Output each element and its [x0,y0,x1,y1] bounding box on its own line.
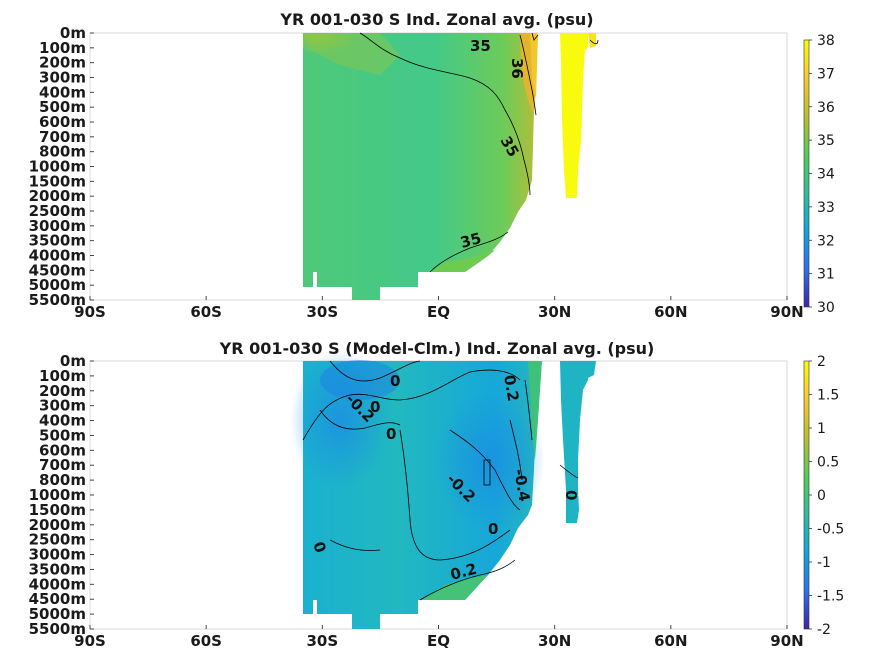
colorbar-ramp [803,39,810,308]
contour-label: 0 [390,372,400,390]
colorbar-tick-label: 38 [817,33,835,49]
y-tick-label: 100m [39,367,86,385]
y-axis: 0m100m200m300m400m500m600m700m800m1000m1… [29,24,94,309]
x-tick-label: EQ [427,632,450,650]
colorbar-tick-label: 34 [817,167,835,183]
x-tick-label: 90N [770,632,803,650]
colorbar: 30 31 32 33 34 35 36 37 38 [803,33,835,316]
y-tick-label: 1500m [29,172,86,190]
y-tick-label: 100m [39,39,86,57]
anomaly-contours [302,360,579,601]
y-tick-label: 800m [39,471,86,489]
x-tick-label: 30S [306,632,338,650]
y-tick-label: 5500m [29,291,86,309]
contour-label: 0 [386,425,396,443]
chart-title: YR 001-030 S (Model-Clm.) Ind. Zonal avg… [219,339,655,358]
y-axis: 0m100m200m300m400m500m600m700m800m1000m1… [29,352,94,638]
y-tick-label: 1000m [29,486,86,504]
contour-label: 35 [458,229,483,252]
y-tick-label: 300m [39,69,86,87]
x-tick-label: 60N [654,632,687,650]
anomaly-field [290,350,596,629]
x-tick-label: 90N [770,303,803,321]
x-axis: 90S 60S 30S EQ 30N 60N 90N [74,625,804,650]
colorbar-tick-label: 35 [817,133,835,149]
y-tick-label: 3000m [29,546,86,564]
colorbar-tick-label: 36 [817,100,835,116]
y-tick-label: 700m [39,456,86,474]
y-tick-label: 1000m [29,158,86,176]
salinity-panel: YR 001-030 S Ind. Zonal avg. (psu) 35 36… [29,10,835,321]
contour-label: 0.2 [500,374,522,403]
y-tick-label: 600m [39,113,86,131]
y-tick-label: 5000m [29,276,86,294]
salinity-field [303,33,596,300]
x-tick-label: 30S [306,303,338,321]
y-tick-label: 5500m [29,620,86,638]
y-tick-label: 3500m [29,560,86,578]
y-tick-label: 4000m [29,575,86,593]
y-tick-label: 800m [39,143,86,161]
colorbar-tick-label: 31 [817,267,835,283]
y-tick-label: 4000m [29,247,86,265]
colorbar-tick-label: 0.5 [817,455,839,471]
contour-label: 0 [562,490,580,500]
y-tick-label: 0m [60,352,86,370]
colorbar-tick-label: 1 [817,421,826,437]
colorbar-tick-label: -1.5 [817,589,844,605]
colorbar-tick-label: 37 [817,66,835,82]
y-tick-label: 2000m [29,187,86,205]
x-tick-label: 90S [74,303,106,321]
contour-label: 0 [370,398,380,416]
y-tick-label: 200m [39,382,86,400]
colorbar-tick-label: 33 [817,200,835,216]
colorbar: -2 -1.5 -1 -0.5 0 0.5 1 1.5 2 [803,354,844,638]
x-tick-label: 60S [190,303,222,321]
y-tick-label: 400m [39,412,86,430]
colorbar-tick-label: -1 [817,555,831,571]
y-tick-label: 1500m [29,501,86,519]
y-tick-label: 4500m [29,590,86,608]
x-tick-label: 60S [190,632,222,650]
contour-label: 0 [488,520,498,538]
y-tick-label: 500m [39,426,86,444]
y-tick-label: 700m [39,128,86,146]
y-tick-label: 4500m [29,261,86,279]
contour-label: 35 [470,37,491,55]
salinity-contours [359,32,599,273]
colorbar-tick-label: 0 [817,488,826,504]
y-tick-label: 2000m [29,516,86,534]
x-tick-label: 90S [74,632,106,650]
y-tick-label: 2500m [29,202,86,220]
y-tick-label: 3000m [29,217,86,235]
y-tick-label: 400m [39,83,86,101]
x-tick-label: 30N [538,303,571,321]
colorbar-tick-label: 1.5 [817,388,839,404]
y-tick-label: 300m [39,397,86,415]
y-tick-label: 200m [39,54,86,72]
chart-title: YR 001-030 S Ind. Zonal avg. (psu) [279,10,593,29]
colorbar-tick-label: -2 [817,622,831,638]
colorbar-tick-label: 2 [817,354,826,370]
y-tick-label: 3500m [29,232,86,250]
colorbar-tick-label: 32 [817,233,835,249]
colorbar-ramp [803,360,810,630]
y-tick-label: 5000m [29,605,86,623]
y-tick-label: 600m [39,441,86,459]
x-axis: 90S 60S 30S EQ 30N 60N 90N [74,296,804,321]
x-tick-label: 30N [538,632,571,650]
anomaly-panel: YR 001-030 S (Model-Clm.) Ind. Zonal avg… [29,339,845,650]
y-tick-label: 0m [60,24,86,42]
contour-label: 36 [508,58,526,79]
x-tick-label: 60N [654,303,687,321]
colorbar-tick-label: -0.5 [817,522,844,538]
colorbar-tick-label: 30 [817,300,835,316]
y-tick-label: 500m [39,98,86,116]
y-tick-label: 2500m [29,531,86,549]
contour-label: -0.4 [510,468,533,503]
x-tick-label: EQ [427,303,450,321]
